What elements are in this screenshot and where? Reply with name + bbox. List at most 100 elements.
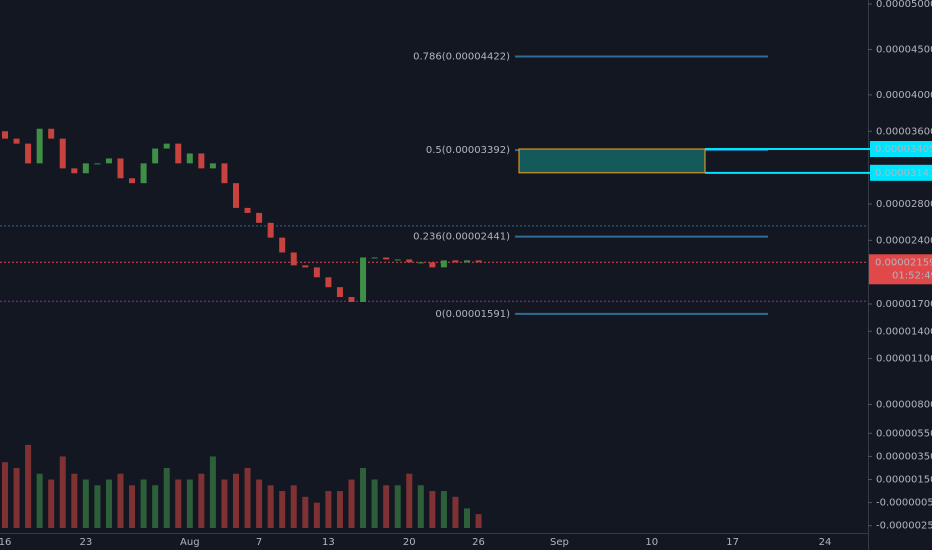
volume-bar (348, 479, 355, 528)
price-tag-box (870, 141, 932, 157)
volume-bar (336, 491, 343, 528)
price-tag-box (870, 164, 932, 181)
y2-tick-label: 0.00000800 (876, 399, 932, 410)
x-tick-label: 23 (79, 537, 92, 548)
x-tick-label: 10 (645, 537, 658, 548)
volume-bar (371, 479, 378, 528)
candle-body (105, 158, 112, 164)
volume-bar (383, 485, 390, 528)
x-tick-label: 7 (256, 537, 262, 548)
y-tick-label: 0.00002400 (876, 235, 932, 246)
countdown: 01:52:49 (892, 270, 932, 281)
volume-bar (233, 473, 239, 528)
candle-body (371, 257, 378, 259)
volume-bar (198, 473, 205, 528)
volume-bar (71, 473, 78, 528)
volume-bar (394, 485, 401, 528)
fib-label: 0.5(0.00003392) (426, 145, 510, 156)
x-tick-label: 24 (819, 537, 832, 548)
candle-body (175, 143, 182, 164)
y2-tick-label: 0.00000150 (876, 475, 932, 486)
y2-tick-label: -0.00000050 (876, 498, 932, 509)
candle-body (25, 143, 32, 164)
candle-body (36, 128, 43, 164)
candle-body (394, 259, 401, 261)
x-tick-label: Aug (180, 537, 200, 548)
candle-body (186, 153, 193, 164)
candle-body (209, 163, 216, 169)
candle-body (256, 212, 263, 223)
candle-body (198, 153, 205, 169)
y2-tick-label: 0.00000550 (876, 428, 932, 439)
y-tick-label: 0.00001700 (876, 299, 932, 310)
volume-bar (36, 473, 43, 528)
candle-body (336, 287, 343, 297)
volume-bar (163, 467, 170, 528)
candle-body (244, 207, 251, 213)
volume-bar (129, 485, 136, 528)
x-tick-label: 13 (322, 537, 335, 548)
x-tick-label: 17 (726, 537, 739, 548)
volume-bar (279, 491, 286, 528)
volume-bar (221, 479, 228, 528)
volume-bar (313, 502, 320, 528)
volume-bar (360, 467, 367, 528)
candle-body (406, 259, 413, 263)
volume-bar (2, 462, 8, 528)
volume-bar (186, 479, 193, 528)
y-tick-label: 0.00005000 (876, 0, 932, 10)
candle-body (464, 260, 470, 263)
volume-bar (59, 456, 66, 528)
volume-bar (406, 473, 413, 528)
candle-body (48, 128, 55, 139)
x-tick-label: 16 (0, 537, 11, 548)
candle-body (117, 158, 124, 179)
candle-body (140, 163, 147, 184)
candle-body (440, 260, 447, 268)
candle-body (221, 163, 228, 184)
candle-body (94, 163, 101, 165)
y-tick-label: 0.00001400 (876, 326, 932, 337)
volume-bar (290, 485, 297, 528)
y-tick-label: 0.00002800 (876, 199, 932, 210)
x-tick-label: 20 (403, 537, 416, 548)
fib-label: 0.786(0.00004422) (413, 52, 510, 63)
volume-bar (117, 473, 124, 528)
price-tag-label: 0.00003143 (875, 168, 932, 179)
y2-tick-label: 0.00000350 (876, 451, 932, 462)
y-tick-label: 0.00004500 (876, 44, 932, 55)
volume-bar (140, 479, 147, 528)
x-tick-label: 26 (472, 537, 485, 548)
candle-body (152, 148, 159, 164)
candle-body (2, 131, 8, 139)
volume-bar (256, 479, 263, 528)
candle-body (302, 265, 309, 268)
candle-body (383, 257, 390, 260)
volume-bar (209, 456, 216, 528)
volume-bar (13, 467, 20, 528)
last-price-box (869, 254, 932, 285)
fib-label: 0.236(0.00002441) (413, 232, 510, 243)
fib-label: 0(0.00001591) (435, 309, 510, 320)
x-tick-label: Sep (550, 537, 569, 548)
y-tick-label: 0.00004000 (876, 90, 932, 101)
candle-body (13, 138, 20, 144)
volume-bar (267, 485, 274, 528)
candle-body (279, 237, 286, 253)
volume-bar (429, 491, 436, 528)
candle-body (82, 163, 89, 174)
volume-bar (302, 496, 309, 528)
candle-body (360, 257, 367, 302)
volume-bar (325, 491, 332, 528)
volume-bar (464, 508, 470, 528)
volume-bar (48, 479, 55, 528)
candle-body (290, 252, 297, 266)
candle-body (163, 143, 170, 149)
volume-bar (94, 485, 101, 528)
y-tick-label: 0.00003600 (876, 126, 932, 137)
candle-body (129, 178, 136, 184)
candle-body (475, 260, 482, 263)
candle-body (452, 260, 459, 263)
